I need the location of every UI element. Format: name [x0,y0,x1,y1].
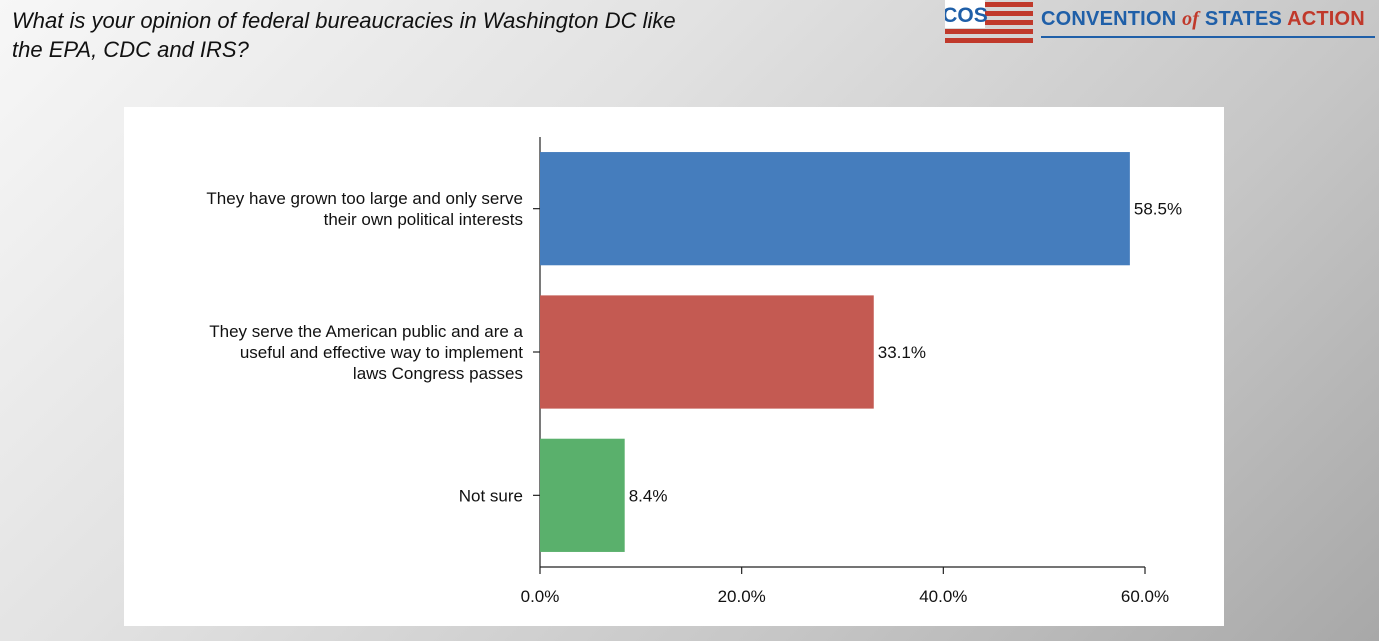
survey-question: What is your opinion of federal bureaucr… [12,8,676,62]
chart-panel: 0.0% 20.0% 40.0% 60.0% 58.5% They have grown … [124,107,1224,626]
logo-word-states: STATES [1199,8,1288,30]
bar-chart: 0.0% 20.0% 40.0% 60.0% 58.5% They have grown … [206,137,1182,606]
category-label: useful and effective way to implement [240,343,523,362]
category-label: laws Congress passes [353,364,523,383]
category-label: They have grown too large and only serve [206,189,523,208]
x-tick-label: 20.0% [718,587,766,606]
logo-wordmark: CONVENTION of STATES ACTION [1041,8,1365,31]
category-label: their own political interests [324,210,523,229]
bar-value-label: 58.5% [1134,200,1182,219]
logo-word-of: of [1182,8,1200,30]
bar-value-label: 33.1% [878,343,926,362]
logo-mark-text: COS [945,4,988,27]
bar-value-label: 8.4% [629,486,668,505]
bar [540,152,1130,266]
bar [540,438,625,552]
flag-stripes-icon: COS [945,0,1033,43]
category-label: Not sure [459,486,523,505]
x-tick-label: 60.0% [1121,587,1169,606]
x-tick-label: 40.0% [919,587,967,606]
logo-word-convention: CONVENTION [1041,8,1183,30]
logo-underline [1041,36,1375,38]
logo-word-action: ACTION [1287,8,1365,30]
bar [540,295,874,409]
category-label: They serve the American public and are a [209,322,523,341]
cos-action-logo: COS CONVENTION of STATES ACTION [945,0,1375,48]
x-tick-label: 0.0% [521,587,560,606]
